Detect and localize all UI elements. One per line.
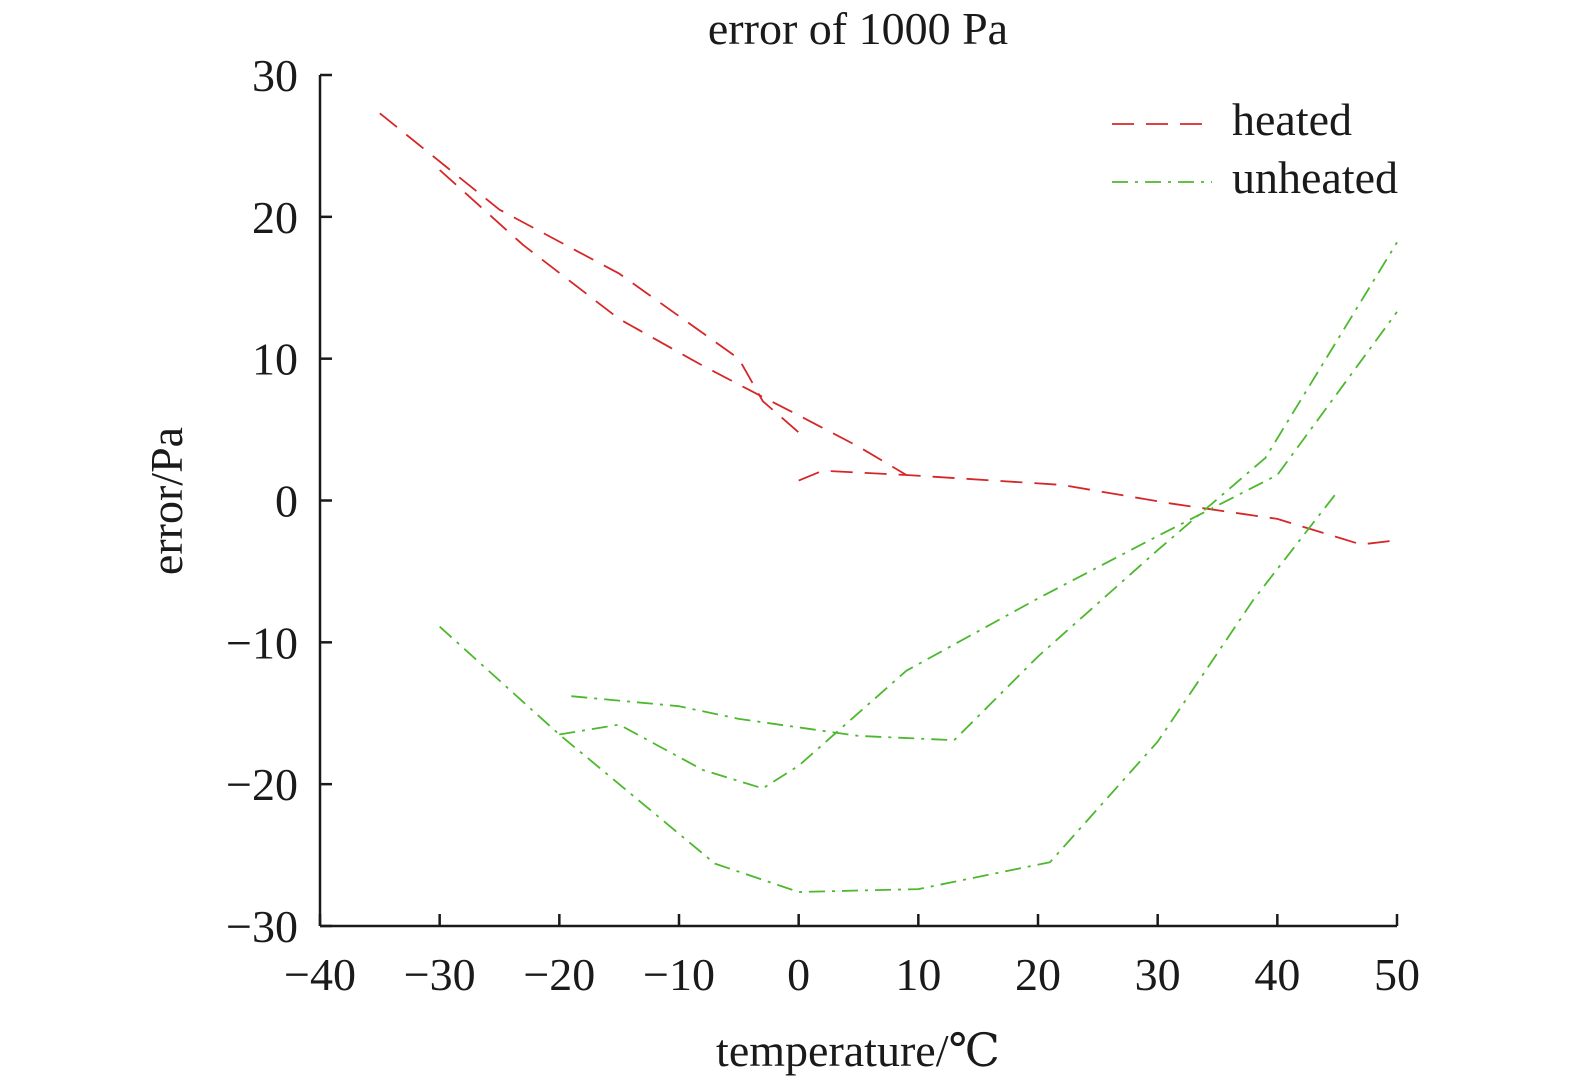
x-tick-label: −30 (404, 949, 476, 1000)
series-unheated (439, 241, 1398, 893)
x-tick-label: −20 (523, 949, 595, 1000)
heated-line-3 (798, 469, 1398, 546)
unheated-line-1 (439, 491, 1338, 893)
x-axis-label: temperature/℃ (716, 1025, 1000, 1076)
unheated-line-2 (559, 311, 1398, 790)
x-tick-label: 20 (1015, 949, 1061, 1000)
y-tick-label: 30 (252, 50, 298, 101)
y-tick-label: 10 (252, 334, 298, 385)
x-tick-label: −40 (284, 949, 356, 1000)
plot-lines (379, 112, 1398, 893)
x-tick-label: 0 (787, 949, 810, 1000)
x-tick-label: −10 (643, 949, 715, 1000)
y-tick-label: 0 (275, 476, 298, 527)
legend-label-unheated: unheated (1232, 152, 1398, 203)
y-axis-label: error/Pa (141, 427, 192, 575)
x-tick-label: 40 (1254, 949, 1300, 1000)
y-tick-label: 20 (252, 192, 298, 243)
legend: heated unheated (1112, 94, 1398, 203)
x-tick-label: 30 (1135, 949, 1181, 1000)
x-tick-label: 50 (1374, 949, 1420, 1000)
y-ticks: −30 −20 −10 0 10 20 30 (226, 50, 332, 952)
legend-label-heated: heated (1232, 94, 1352, 145)
heated-line-1 (379, 112, 800, 434)
heated-line-2 (439, 169, 907, 476)
series-heated (379, 112, 1398, 546)
y-tick-label: −30 (226, 901, 298, 952)
x-tick-label: 10 (895, 949, 941, 1000)
y-tick-label: −20 (226, 759, 298, 810)
x-ticks: −40 −30 −20 −10 0 10 20 30 40 50 (284, 914, 1420, 1000)
chart-title: error of 1000 Pa (708, 3, 1008, 54)
unheated-line-3 (571, 241, 1398, 742)
y-tick-label: −10 (226, 617, 298, 668)
